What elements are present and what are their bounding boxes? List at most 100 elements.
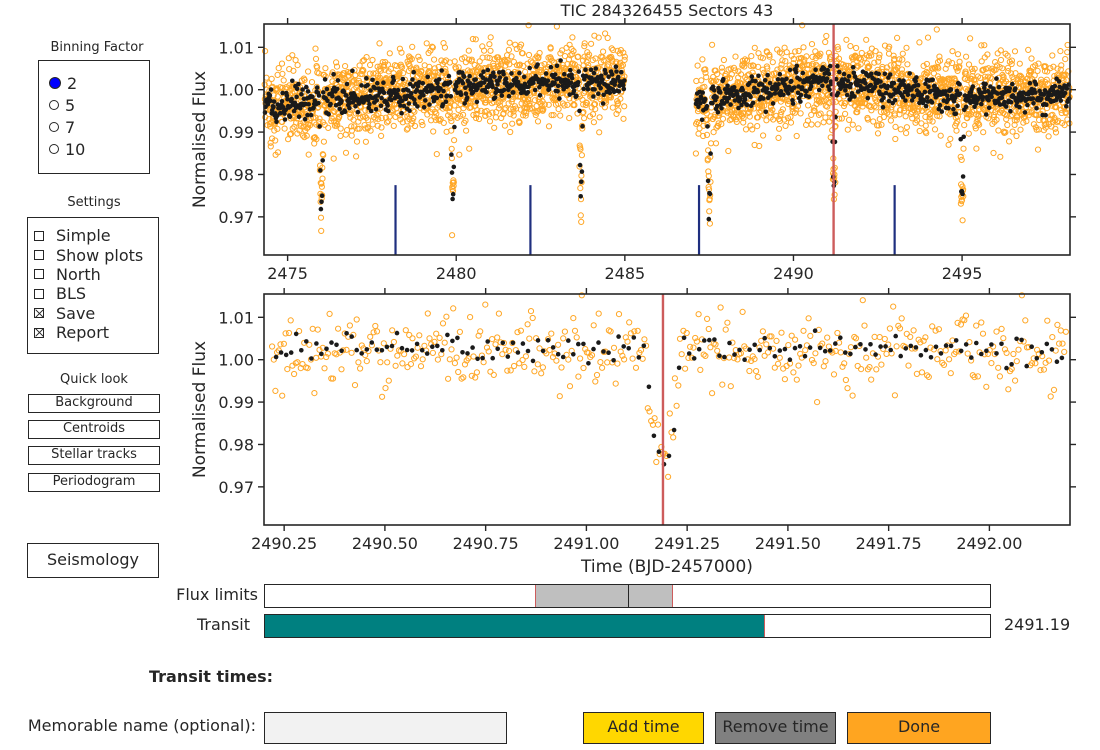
seismology-button[interactable]: Seismology <box>27 543 159 578</box>
raw-flux-point <box>270 356 277 363</box>
raw-flux-point <box>316 115 323 122</box>
raw-flux-point <box>355 359 362 366</box>
binning-option-5[interactable]: 5 <box>49 94 149 116</box>
raw-flux-point <box>621 103 628 110</box>
radio-button-icon[interactable] <box>49 122 59 132</box>
setting-north[interactable]: North <box>34 265 158 284</box>
raw-flux-point <box>897 126 904 133</box>
raw-flux-point <box>974 116 981 123</box>
raw-flux-point <box>436 334 443 341</box>
raw-flux-point <box>868 52 875 59</box>
binned-flux-point <box>787 67 793 73</box>
raw-flux-point <box>380 340 387 347</box>
checkbox-icon[interactable] <box>34 327 44 338</box>
raw-flux-point <box>401 113 408 120</box>
binned-flux-point <box>721 76 726 82</box>
raw-flux-point <box>589 111 597 118</box>
raw-flux-point <box>807 332 814 339</box>
binned-flux-point <box>410 77 415 82</box>
binned-flux-point <box>921 98 927 103</box>
raw-flux-point <box>473 68 480 75</box>
radio-button-icon[interactable] <box>49 144 59 154</box>
binning-option-2[interactable]: 2 <box>49 72 149 94</box>
binned-flux-point <box>1017 104 1022 110</box>
periodogram-button[interactable]: Periodogram <box>28 473 160 492</box>
binned-flux-point <box>943 89 948 94</box>
raw-flux-point <box>793 132 800 140</box>
binned-flux-point <box>747 80 752 86</box>
stellar-tracks-button[interactable]: Stellar tracks <box>28 446 160 465</box>
binned-flux-point <box>1008 108 1013 114</box>
binned-flux-point <box>379 95 384 101</box>
binned-flux-point <box>501 87 507 93</box>
binned-flux-point <box>813 67 818 72</box>
raw-flux-point <box>433 151 440 158</box>
binned-flux-point <box>440 102 446 107</box>
binned-flux-point <box>825 67 830 73</box>
centroids-button[interactable]: Centroids <box>28 420 160 439</box>
raw-flux-point <box>275 65 282 72</box>
binned-flux-point <box>850 65 856 70</box>
raw-flux-point <box>314 326 321 333</box>
raw-flux-point <box>678 351 685 358</box>
raw-flux-point <box>448 145 455 152</box>
checkbox-icon[interactable] <box>34 288 44 299</box>
background-button[interactable]: Background <box>28 394 160 413</box>
raw-flux-point <box>892 123 899 131</box>
checkbox-icon[interactable] <box>34 269 44 280</box>
checkbox-icon[interactable] <box>34 308 44 319</box>
binned-flux-point <box>915 82 921 88</box>
raw-flux-point <box>683 329 690 337</box>
binning-option-label: 10 <box>65 139 86 159</box>
binned-flux-point <box>770 101 776 106</box>
raw-flux-point <box>353 84 360 91</box>
raw-flux-point <box>778 61 785 68</box>
raw-flux-point <box>502 346 509 353</box>
raw-flux-point <box>570 315 577 322</box>
raw-flux-point <box>1002 50 1009 57</box>
binned-flux-point <box>985 88 991 94</box>
raw-flux-point <box>482 301 489 308</box>
raw-flux-point <box>501 122 508 129</box>
binned-flux-point <box>961 134 966 140</box>
binned-flux-point <box>600 101 606 106</box>
binned-flux-point <box>882 71 888 77</box>
raw-flux-point <box>581 40 588 47</box>
binned-flux-point <box>579 179 584 184</box>
raw-flux-point <box>313 354 320 361</box>
chart-panel-1 <box>258 288 1076 531</box>
raw-flux-point <box>581 43 588 50</box>
binning-option-10[interactable]: 10 <box>49 138 149 160</box>
binning-option-7[interactable]: 7 <box>49 116 149 138</box>
light-curve-plots[interactable]: 2475 2480 2485 2490 24950.970.980.991.001.01… <box>0 0 1100 580</box>
binned-flux-point <box>772 91 778 96</box>
binned-flux-point <box>407 108 412 113</box>
radio-button-icon[interactable] <box>49 100 59 110</box>
setting-report[interactable]: Report <box>34 323 158 342</box>
checkbox-icon[interactable] <box>34 230 44 241</box>
binned-flux-point <box>798 99 803 104</box>
raw-flux-point <box>449 232 456 239</box>
setting-bls[interactable]: BLS <box>34 284 158 303</box>
raw-flux-point <box>701 83 708 90</box>
raw-flux-point <box>1011 121 1018 129</box>
raw-flux-point <box>585 62 592 69</box>
raw-flux-point <box>971 65 978 72</box>
binned-flux-point <box>320 158 326 163</box>
binned-flux-point <box>579 169 585 174</box>
raw-flux-point <box>899 50 906 57</box>
setting-simple[interactable]: Simple <box>34 226 158 245</box>
binned-flux-point <box>436 77 442 82</box>
raw-flux-point <box>1013 132 1020 140</box>
raw-flux-point <box>336 113 343 120</box>
raw-flux-point <box>308 79 316 86</box>
raw-flux-point <box>323 353 330 361</box>
raw-flux-point <box>455 106 462 114</box>
setting-save[interactable]: Save <box>34 304 158 323</box>
setting-show-plots[interactable]: Show plots <box>34 245 158 265</box>
y-axis-label: Normalised Flux <box>190 71 210 208</box>
raw-flux-point <box>460 374 467 381</box>
raw-flux-point <box>961 122 968 129</box>
radio-button-icon[interactable] <box>49 77 61 89</box>
checkbox-icon[interactable] <box>34 250 44 261</box>
